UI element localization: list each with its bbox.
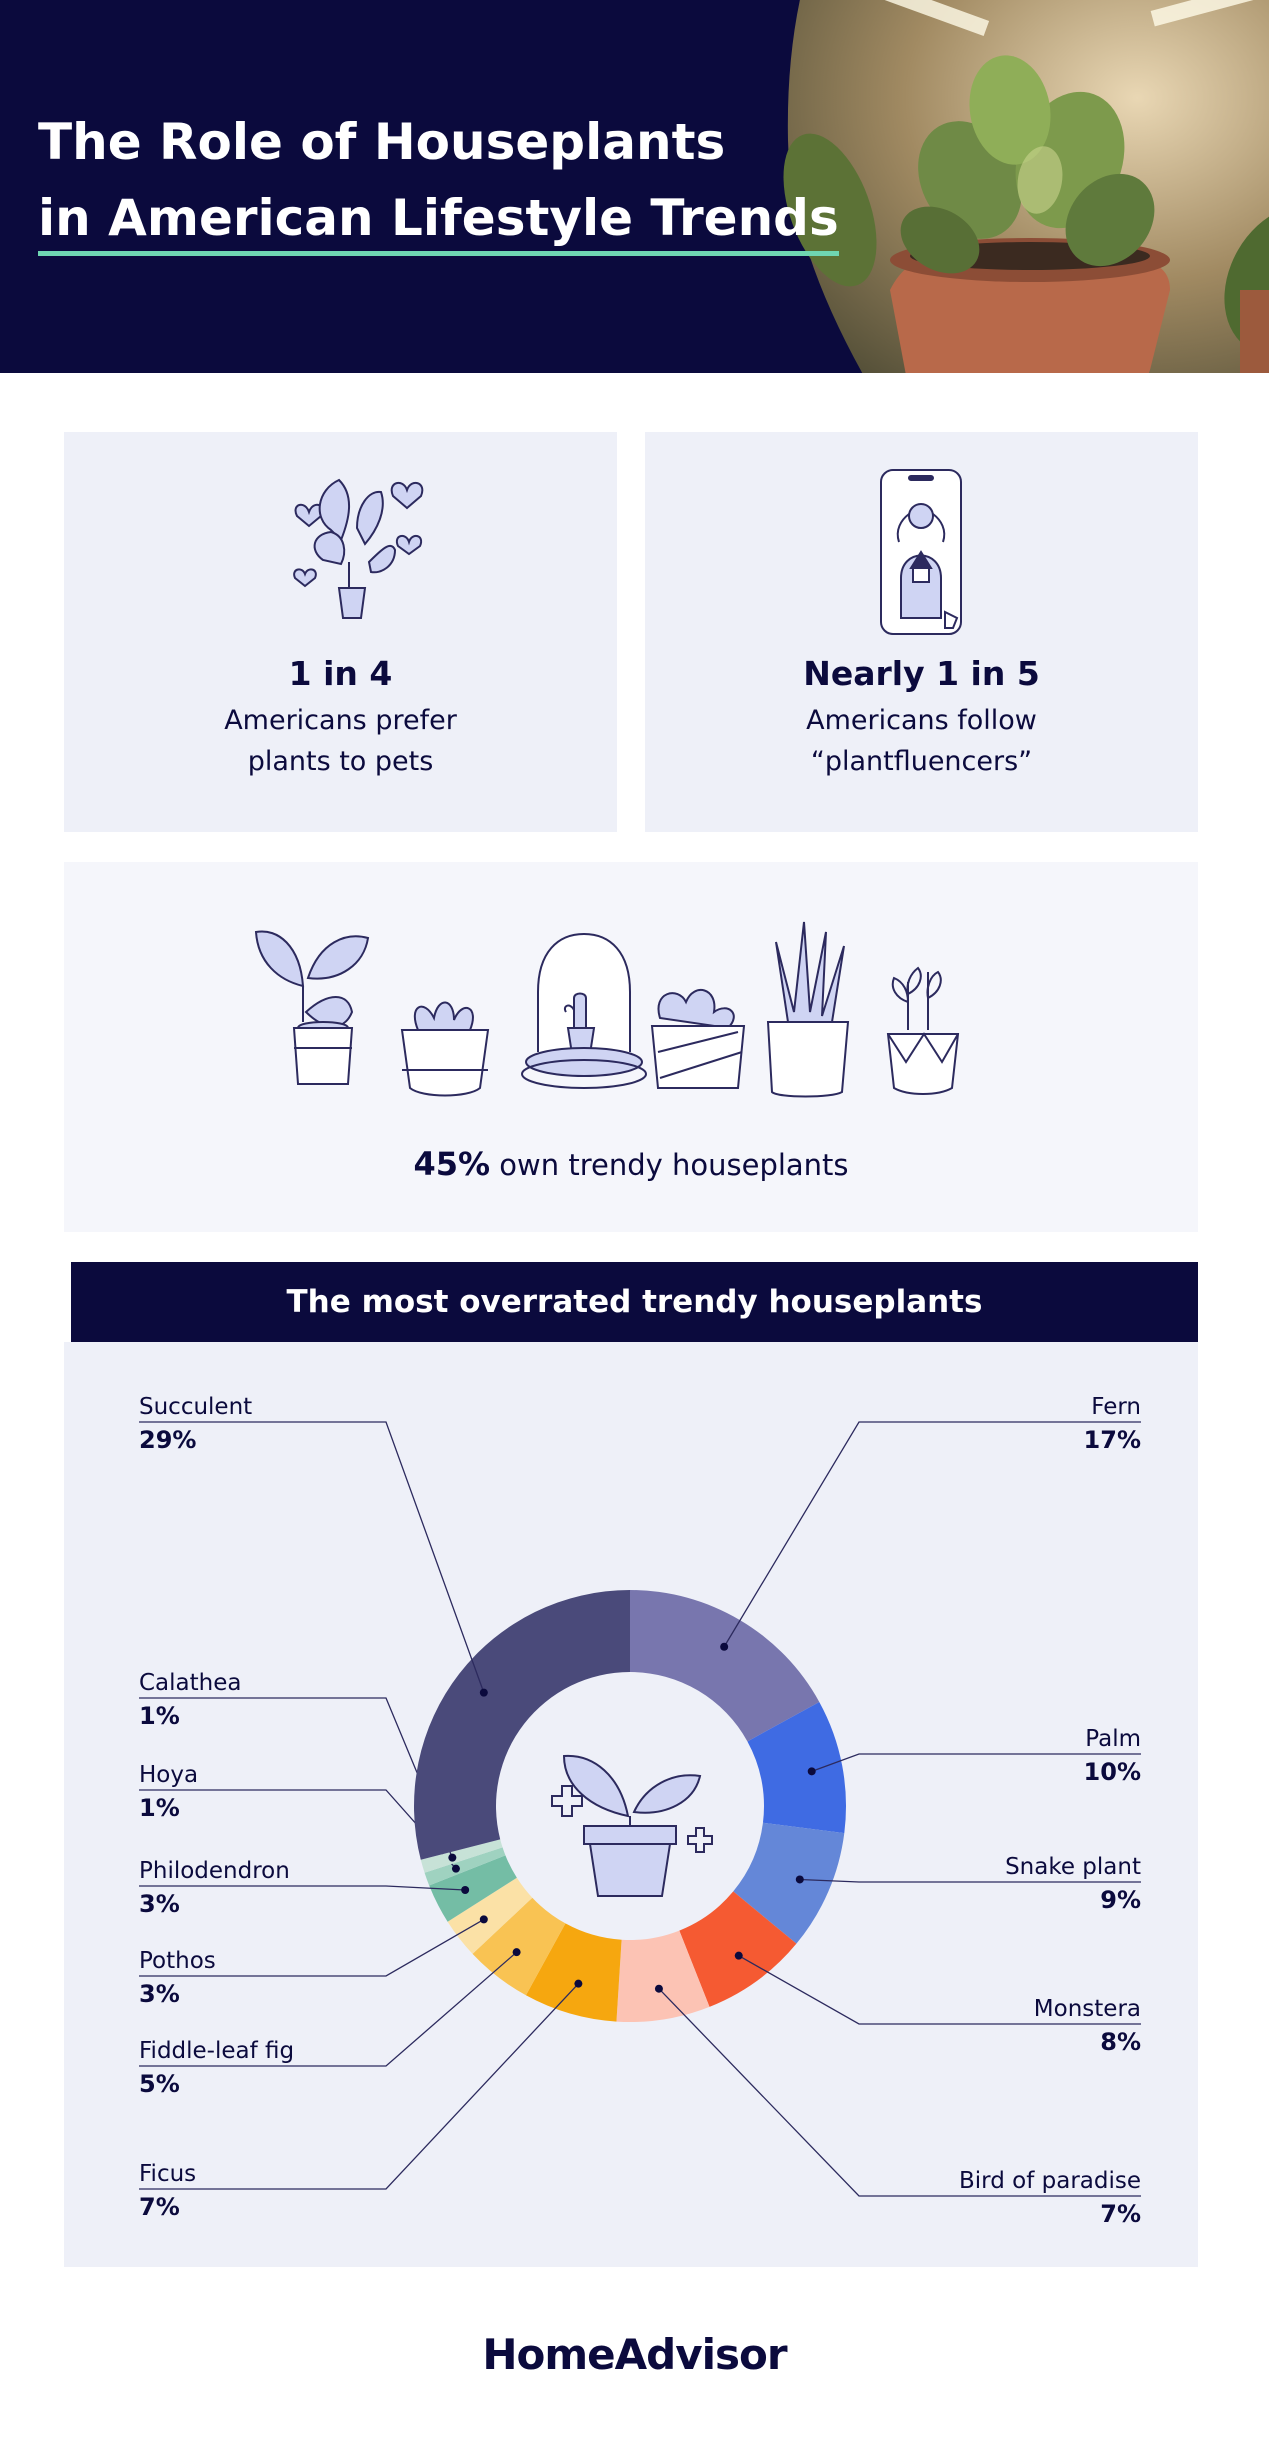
title-line-1: The Role of Houseplants <box>38 113 726 171</box>
leader-line <box>139 1885 466 1891</box>
stat-description-line-2: plants to pets <box>247 746 434 777</box>
slice-label: Palm <box>1085 1726 1141 1752</box>
trendy-stat-percent: 45% <box>413 1145 491 1183</box>
center-plant-icon <box>551 1754 713 1897</box>
slice-label: Bird of paradise <box>959 2168 1141 2194</box>
donut-slice-fern <box>630 1590 820 1742</box>
terrarium-icon <box>521 932 647 1089</box>
trendy-stat: 45% own trendy houseplants <box>64 1145 1198 1183</box>
leader-line <box>139 1918 485 1977</box>
fiddle-leaf-plant-icon <box>254 930 370 1085</box>
leader-line <box>658 1988 1141 2197</box>
donut-slice-pothos <box>447 1877 533 1954</box>
succulent-bowl-icon <box>400 1001 490 1097</box>
stat-card-plants-vs-pets: 1 in 4 Americans prefer plants to pets <box>64 432 617 832</box>
phone-plantfluencer-icon <box>880 469 962 635</box>
leader-dot <box>479 1915 488 1924</box>
slice-value-label: 17% <box>1084 1426 1141 1454</box>
slice-value-label: 1% <box>139 1702 180 1730</box>
slice-label: Hoya <box>139 1762 198 1788</box>
leader-dot <box>512 1948 521 1957</box>
trendy-plants-illustration <box>254 921 960 1098</box>
slice-label: Pothos <box>139 1948 216 1974</box>
slice-label: Ficus <box>139 2161 196 2187</box>
leader-line <box>738 1955 1141 2025</box>
stat-description-line-1: Americans follow <box>806 705 1037 736</box>
homeadvisor-logo: HomeAdvisor <box>482 2330 787 2379</box>
slice-label: Succulent <box>139 1394 252 1420</box>
trendy-houseplants-card: 45% own trendy houseplants <box>64 862 1198 1232</box>
slice-label: Fiddle-leaf fig <box>139 2038 294 2064</box>
leader-dot <box>479 1688 488 1697</box>
donut-slice-snake-plant <box>733 1822 845 1944</box>
leader-dot <box>795 1875 804 1884</box>
leader-dot <box>654 1984 663 1993</box>
slice-value-label: 10% <box>1084 1758 1141 1786</box>
plant-hearts-icon <box>293 478 424 619</box>
slice-value-label: 9% <box>1100 1886 1141 1914</box>
leader-dot <box>807 1767 816 1776</box>
title-line-2: in American Lifestyle Trends <box>38 185 839 256</box>
leader-line <box>139 1421 485 1693</box>
page-title: The Role of Houseplants in American Life… <box>38 104 839 256</box>
slice-value-label: 8% <box>1100 2028 1141 2056</box>
leader-dot <box>451 1864 460 1873</box>
snake-plant-icon <box>766 921 850 1098</box>
donut-slice-philodendron <box>429 1855 517 1922</box>
stat-description: Americans follow “plantfluencers” <box>645 700 1198 782</box>
donut-chart: Fern 17% Palm 10% Snake plant 9% Monstera 8% Bir… <box>139 1394 1141 2228</box>
donut-slice-monstera <box>679 1891 797 2007</box>
leader-line <box>723 1421 1141 1648</box>
slice-value-label: 7% <box>1100 2200 1141 2228</box>
slice-value-label: 7% <box>139 2193 180 2221</box>
slice-label: Fern <box>1091 1394 1141 1420</box>
leader-line <box>139 1951 518 2067</box>
echeveria-pot-icon <box>650 989 746 1089</box>
small-succulent-pot-icon <box>886 966 960 1095</box>
leader-dot <box>734 1951 743 1960</box>
slice-value-label: 3% <box>139 1890 180 1918</box>
slice-value-label: 1% <box>139 1794 180 1822</box>
donut-slice-hoya <box>424 1847 506 1886</box>
slice-label: Calathea <box>139 1670 241 1696</box>
slice-value-label: 29% <box>139 1426 196 1454</box>
leader-dot <box>720 1642 729 1651</box>
header-banner: The Role of Houseplants in American Life… <box>0 0 1269 373</box>
houseplant-photo <box>783 0 1269 373</box>
chart-title: The most overrated trendy houseplants <box>71 1262 1198 1342</box>
leader-dot <box>448 1853 457 1862</box>
stat-description-line-1: Americans prefer <box>224 705 457 736</box>
slice-label: Monstera <box>1034 1996 1141 2022</box>
donut-slice-palm <box>747 1701 846 1834</box>
slice-value-label: 5% <box>139 2070 180 2098</box>
stat-description-line-2: “plantfluencers” <box>810 746 1033 777</box>
donut-slice-succulent <box>414 1590 630 1860</box>
donut-slice-ficus <box>525 1923 622 2022</box>
leader-line <box>799 1878 1141 1883</box>
leader-line <box>139 1789 457 1870</box>
leader-dot <box>461 1885 470 1894</box>
stat-value: 1 in 4 <box>288 654 393 693</box>
donut-slice-calathea <box>420 1839 503 1873</box>
trendy-stat-text: own trendy houseplants <box>490 1148 849 1182</box>
donut-slice-bird-of-paradise <box>616 1930 710 2022</box>
slice-value-label: 3% <box>139 1980 180 2008</box>
donut-chart-panel: Fern 17% Palm 10% Snake plant 9% Monstera 8% Bir… <box>64 1342 1198 2267</box>
slice-label: Snake plant <box>1005 1854 1141 1880</box>
slice-label: Philodendron <box>139 1858 290 1884</box>
stat-card-plantfluencers: Nearly 1 in 5 Americans follow “plantflu… <box>645 432 1198 832</box>
stat-value: Nearly 1 in 5 <box>803 654 1040 693</box>
leader-dot <box>574 1979 583 1988</box>
stat-description: Americans prefer plants to pets <box>64 700 617 782</box>
leader-line <box>811 1753 1141 1772</box>
leader-line <box>139 1983 579 2190</box>
